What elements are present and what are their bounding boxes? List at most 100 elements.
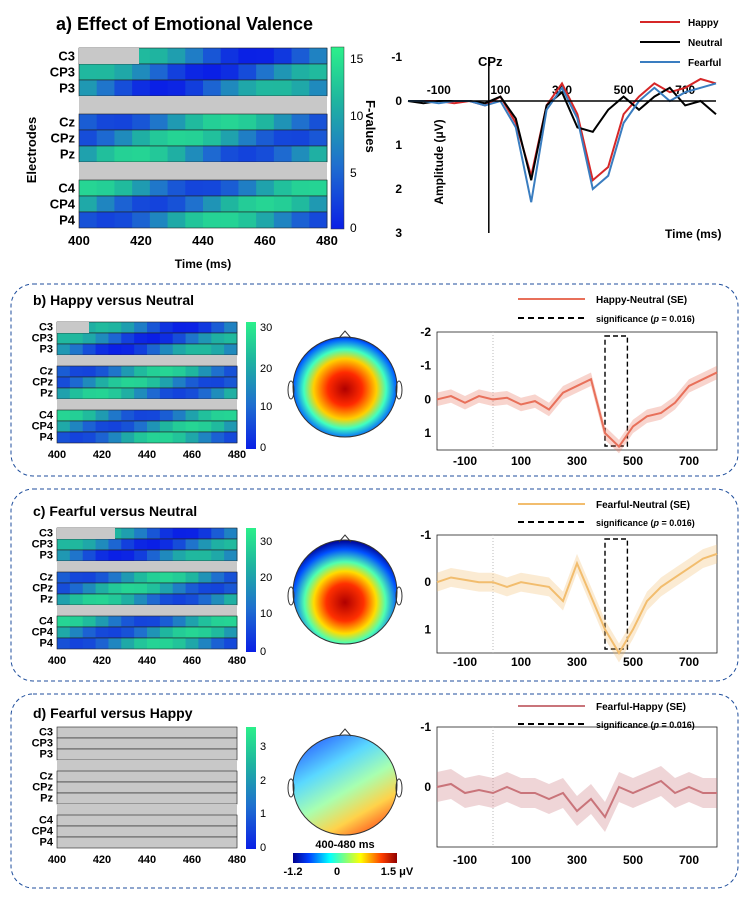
heatmap-cell <box>121 826 135 837</box>
electrode-label: CP3 <box>50 64 75 79</box>
heatmap-cell <box>147 333 161 344</box>
heatmap-cell <box>121 333 135 344</box>
heatmap-cell <box>256 48 275 64</box>
heatmap-cell <box>147 627 161 638</box>
xtick-label: -100 <box>453 454 477 468</box>
heatmap-cell <box>121 388 135 399</box>
heatmap-cell <box>224 344 238 355</box>
heatmap-cell <box>121 594 135 605</box>
heatmap-cell <box>69 594 84 605</box>
heatmap-cell <box>108 837 122 848</box>
heatmap-cell <box>134 421 148 432</box>
heatmap-cell <box>220 64 239 80</box>
heatmap-cell <box>291 180 310 196</box>
heatmap-cell <box>309 64 328 80</box>
heatmap-cell <box>121 627 135 638</box>
heatmap-cell <box>95 421 109 432</box>
heatmap-cell <box>69 826 84 837</box>
heatmap-cell <box>82 322 97 333</box>
heatmap-cell <box>172 782 187 793</box>
legend-diff: Fearful-Happy (SE) <box>596 702 686 713</box>
heatmap-cell <box>185 539 199 550</box>
heatmap-cell <box>121 616 135 627</box>
heatmap-cell <box>159 410 174 421</box>
heatmap-cell <box>108 528 122 539</box>
heatmap-cell <box>82 837 97 848</box>
heatmap-cell <box>114 130 133 146</box>
heatmap-cell <box>185 572 199 583</box>
heatmap-cell <box>224 616 238 627</box>
heatmap-cell <box>172 322 187 333</box>
heatmap-cell <box>185 322 199 333</box>
electrode-label: C4 <box>39 815 54 827</box>
heatmap-cell <box>185 366 199 377</box>
heatmap-cell <box>121 727 135 738</box>
heatmap-cell <box>82 782 97 793</box>
heatmap-cell <box>147 738 161 749</box>
panel-b-topomap <box>287 330 403 438</box>
heatmap-cell <box>172 539 187 550</box>
heatmap-cell <box>95 749 109 760</box>
heatmap-cell <box>95 826 109 837</box>
heatmap-cell <box>82 366 97 377</box>
heatmap-cell <box>238 212 257 228</box>
heatmap-cell <box>224 627 238 638</box>
legend-diff: Fearful-Neutral (SE) <box>596 500 690 511</box>
legend-fearful: Fearful <box>688 58 722 69</box>
heatmap-cell <box>134 366 148 377</box>
heatmap-cell <box>198 572 212 583</box>
heatmap-cell <box>108 749 122 760</box>
heatmap-cell <box>132 146 151 162</box>
heatmap-cell <box>121 432 135 443</box>
xtick-label: 700 <box>675 83 695 97</box>
heatmap-cell <box>198 627 212 638</box>
heatmap-cell <box>147 727 161 738</box>
heatmap-cell <box>57 815 71 826</box>
heatmap-cell <box>185 771 199 782</box>
electrode-label: C3 <box>39 528 53 540</box>
heatmap-cell <box>185 114 204 130</box>
ytick-label: -1 <box>420 720 431 734</box>
heatmap-cell <box>185 212 204 228</box>
heatmap-cell <box>211 837 225 848</box>
heatmap-cell <box>211 432 225 443</box>
heatmap-gap <box>57 399 237 410</box>
xtick-label: 700 <box>679 655 699 669</box>
electrode-label: CP4 <box>32 627 54 639</box>
heatmap-cell <box>211 793 225 804</box>
heatmap-cell <box>256 80 275 96</box>
electrode-label: CPz <box>32 377 53 389</box>
heatmap-cell <box>82 388 97 399</box>
heatmap-cell <box>224 421 238 432</box>
panel-d-legend: Fearful-Happy (SE) significance (p = 0.0… <box>518 702 695 730</box>
heatmap-cell <box>198 826 212 837</box>
heatmap-cell <box>96 114 115 130</box>
panel-a-colorbar <box>330 46 345 230</box>
heatmap-cell <box>211 377 225 388</box>
heatmap-cell <box>256 196 275 212</box>
heatmap-cell <box>108 377 122 388</box>
heatmap-cell <box>69 793 84 804</box>
heatmap-cell <box>95 388 109 399</box>
heatmap-xtick: 440 <box>192 233 214 248</box>
heatmap-cell <box>69 432 84 443</box>
heatmap-cell <box>134 333 148 344</box>
series-line <box>436 779 717 819</box>
heatmap-cell <box>172 826 187 837</box>
heatmap-cell <box>224 550 238 561</box>
heatmap-cell <box>95 616 109 627</box>
heatmap-cell <box>198 333 212 344</box>
heatmap-cell <box>95 322 109 333</box>
heatmap-cell <box>159 738 174 749</box>
panel-a-cbar-tick: 15 <box>350 52 364 66</box>
heatmap-gap <box>57 804 237 815</box>
heatmap-gap <box>57 561 237 572</box>
se-band <box>437 766 717 832</box>
heatmap-cell <box>211 421 225 432</box>
heatmap-cell <box>185 583 199 594</box>
heatmap-cell <box>167 80 186 96</box>
heatmap-cell <box>211 539 225 550</box>
heatmap-cell <box>147 344 161 355</box>
heatmap-xtick: 460 <box>183 449 201 461</box>
